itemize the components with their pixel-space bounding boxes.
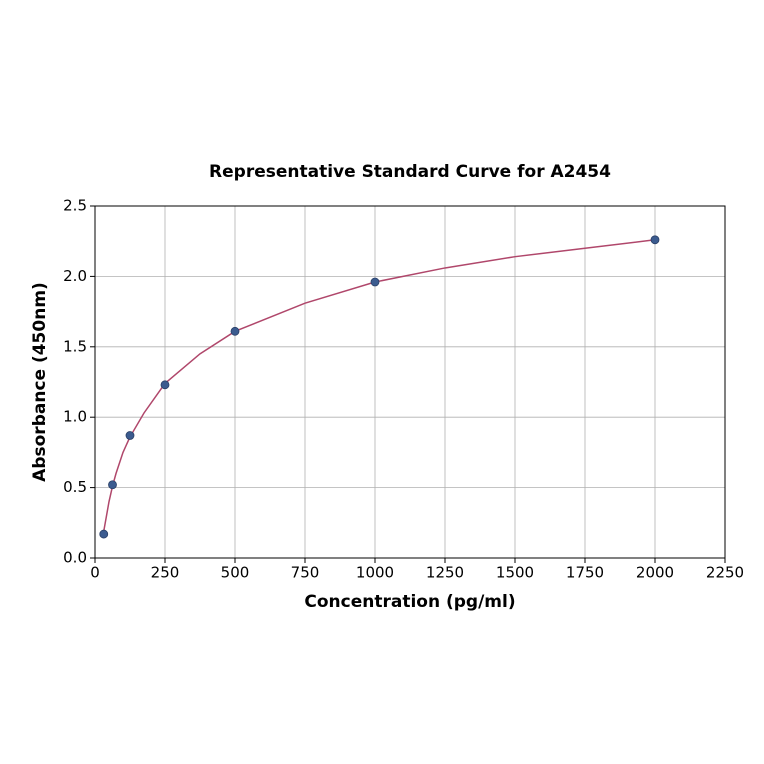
y-tick-label: 2.0: [63, 267, 87, 285]
x-tick-label: 1500: [496, 564, 534, 582]
x-tick-label: 0: [90, 564, 100, 582]
y-tick-label: 2.5: [63, 197, 87, 215]
data-point: [108, 480, 117, 490]
y-tick-label: 1.0: [63, 408, 87, 426]
data-point: [370, 277, 380, 287]
y-tick-label: 0.0: [63, 549, 87, 567]
y-tick-label: 1.5: [63, 337, 87, 355]
plot-frame: [94, 205, 726, 559]
data-point: [160, 380, 170, 390]
grid: [94, 205, 726, 559]
x-tick-label: 1000: [356, 564, 394, 582]
y-tick-label: 0.5: [63, 478, 87, 496]
x-tick-label: 1750: [566, 564, 604, 582]
data-point: [125, 431, 135, 440]
x-axis-title: Concentration (pg/ml): [304, 592, 515, 612]
y-axis-title: Absorbance (450nm): [30, 282, 50, 482]
x-tick-label: 1250: [426, 564, 464, 582]
marks: [99, 235, 660, 539]
chart-title: Representative Standard Curve for A2454: [209, 162, 611, 182]
x-tick-label: 750: [291, 564, 320, 582]
x-tick-label: 2000: [636, 564, 674, 582]
x-tick-label: 250: [151, 564, 180, 582]
x-tick-label: 2250: [706, 564, 744, 582]
data-point: [650, 235, 660, 245]
data-point: [230, 326, 240, 336]
data-point: [99, 529, 109, 539]
x-tick-label: 500: [221, 564, 250, 582]
fit-curve: [103, 239, 656, 532]
